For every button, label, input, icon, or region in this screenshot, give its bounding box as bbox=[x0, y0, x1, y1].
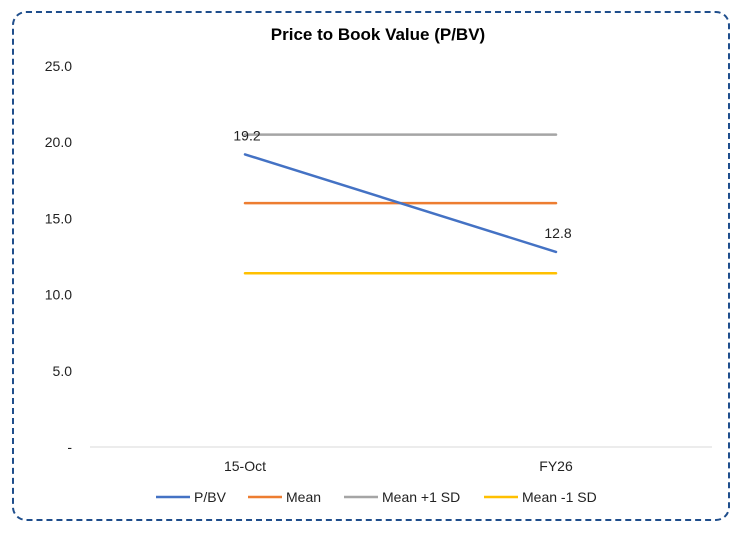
x-axis: 15-Oct FY26 bbox=[224, 458, 573, 474]
y-tick-label: 15.0 bbox=[45, 210, 72, 226]
legend-item-mean-plus1-sd: Mean +1 SD bbox=[344, 489, 460, 505]
y-tick-label: 10.0 bbox=[45, 287, 72, 303]
legend-label: P/BV bbox=[194, 489, 227, 505]
y-tick-label: 25.0 bbox=[45, 58, 72, 74]
chart-border bbox=[12, 11, 730, 521]
y-tick-label: 20.0 bbox=[45, 134, 72, 150]
legend-label: Mean -1 SD bbox=[522, 489, 597, 505]
data-label: 12.8 bbox=[544, 225, 571, 241]
x-tick-label: FY26 bbox=[539, 458, 573, 474]
x-tick-label: 15-Oct bbox=[224, 458, 266, 474]
data-label: 19.2 bbox=[233, 127, 260, 143]
legend-item-mean-minus-1-sd: Mean -1 SD bbox=[484, 489, 597, 505]
data-labels: 19.2 12.8 bbox=[233, 127, 571, 241]
legend-label: Mean +1 SD bbox=[382, 489, 460, 505]
y-tick-label: 5.0 bbox=[53, 363, 73, 379]
legend-label: Mean bbox=[286, 489, 321, 505]
legend-item-p-bv: P/BV bbox=[156, 489, 227, 505]
legend: P/BV Mean Mean +1 SD Mean -1 SD bbox=[156, 489, 597, 505]
chart-title: Price to Book Value (P/BV) bbox=[271, 25, 485, 44]
y-axis: - 5.0 10.0 15.0 20.0 25.0 bbox=[45, 58, 73, 455]
y-tick-label: - bbox=[67, 439, 72, 455]
series-group bbox=[243, 133, 558, 275]
legend-item-mean: Mean bbox=[248, 489, 321, 505]
series-line-p-bv bbox=[243, 153, 558, 254]
